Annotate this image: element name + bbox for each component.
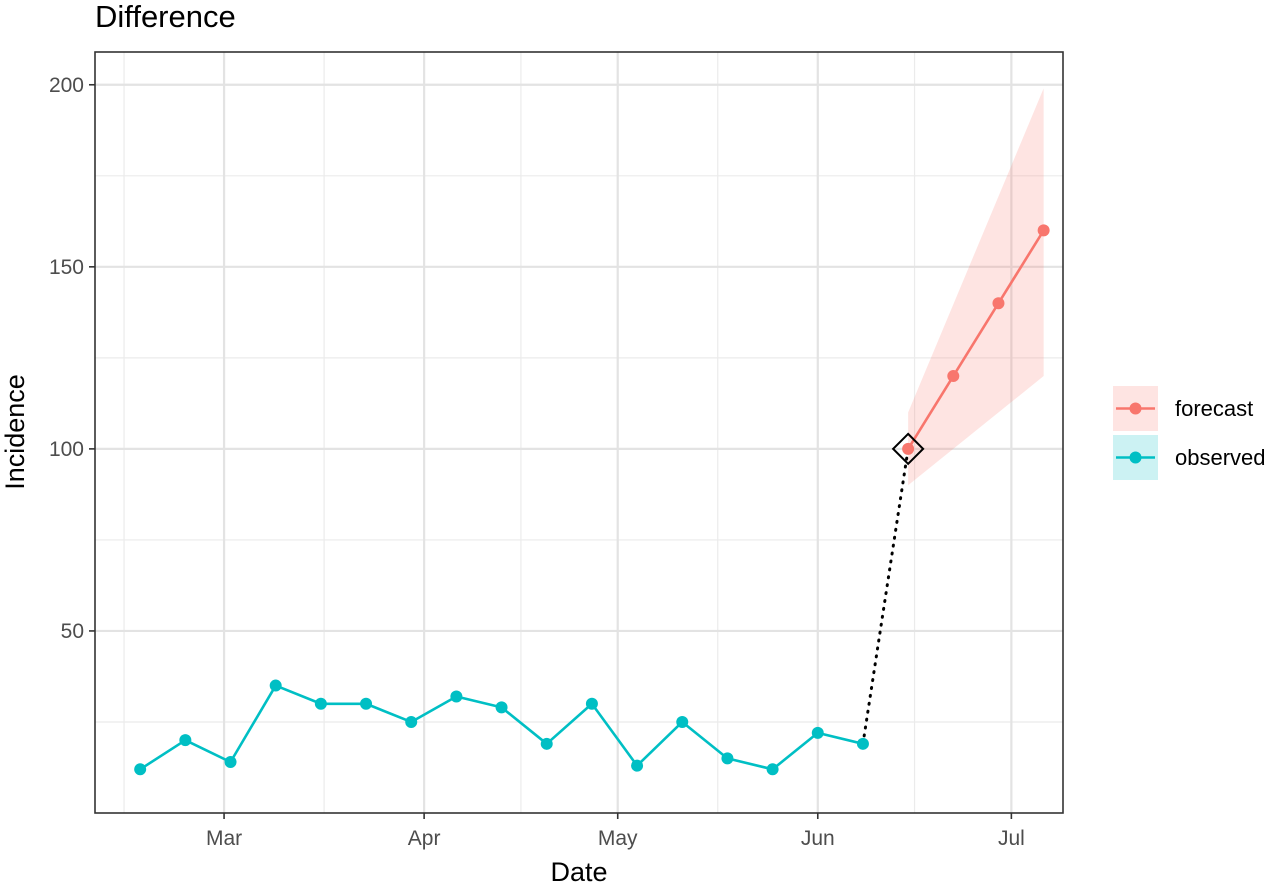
- grid-major: [95, 52, 1063, 813]
- observed-point: [314, 697, 327, 710]
- forecast-point: [992, 297, 1005, 310]
- legend-point-observed: [1129, 451, 1142, 464]
- y-tick-label: 150: [49, 256, 84, 279]
- axes: 50 100 150 200 Mar Apr May Jun Jul: [49, 74, 1025, 850]
- observed-point: [856, 737, 869, 750]
- observed-point: [450, 690, 463, 703]
- legend-label-observed: observed: [1175, 445, 1266, 470]
- x-tick-label: May: [598, 827, 638, 850]
- x-axis-title: Date: [550, 857, 607, 884]
- legend-point-forecast: [1129, 402, 1142, 415]
- y-axis-title: Incidence: [0, 374, 30, 490]
- observed-point: [676, 715, 689, 728]
- plot-panel: [95, 52, 1063, 813]
- observed-point: [631, 759, 644, 772]
- forecast-point: [947, 370, 960, 383]
- forecast-point: [902, 442, 915, 455]
- observed-point: [269, 679, 282, 692]
- x-tick-label: Mar: [206, 827, 242, 850]
- y-tick-label: 50: [61, 620, 84, 643]
- y-tick-label: 100: [49, 438, 84, 461]
- observed-point: [224, 756, 237, 769]
- observed-point: [540, 737, 553, 750]
- forecast-interval: [908, 88, 1044, 486]
- forecast-line: [907, 229, 1045, 450]
- legend-label-forecast: forecast: [1175, 396, 1253, 421]
- x-tick-label: Apr: [408, 827, 441, 850]
- grid-minor: [95, 52, 1063, 813]
- highlight-diamond: [891, 432, 925, 466]
- plot-border: [94, 51, 1064, 814]
- y-tick-label: 200: [49, 74, 84, 97]
- observed-point: [721, 752, 734, 765]
- observed-point: [360, 697, 373, 710]
- observed-point: [134, 763, 147, 776]
- observed-point: [811, 726, 824, 739]
- observed-point: [766, 763, 779, 776]
- observed-point: [405, 715, 418, 728]
- chart-marks: [134, 88, 1050, 776]
- x-tick-label: Jun: [801, 827, 835, 850]
- observed-point: [179, 734, 192, 747]
- observed-point: [585, 697, 598, 710]
- chart-title: Difference: [95, 0, 236, 34]
- connector-line: [861, 447, 910, 746]
- x-tick-label: Jul: [998, 827, 1025, 850]
- legend: forecast observed: [1113, 386, 1266, 480]
- forecast-point: [1037, 224, 1050, 237]
- observed-point: [495, 701, 508, 714]
